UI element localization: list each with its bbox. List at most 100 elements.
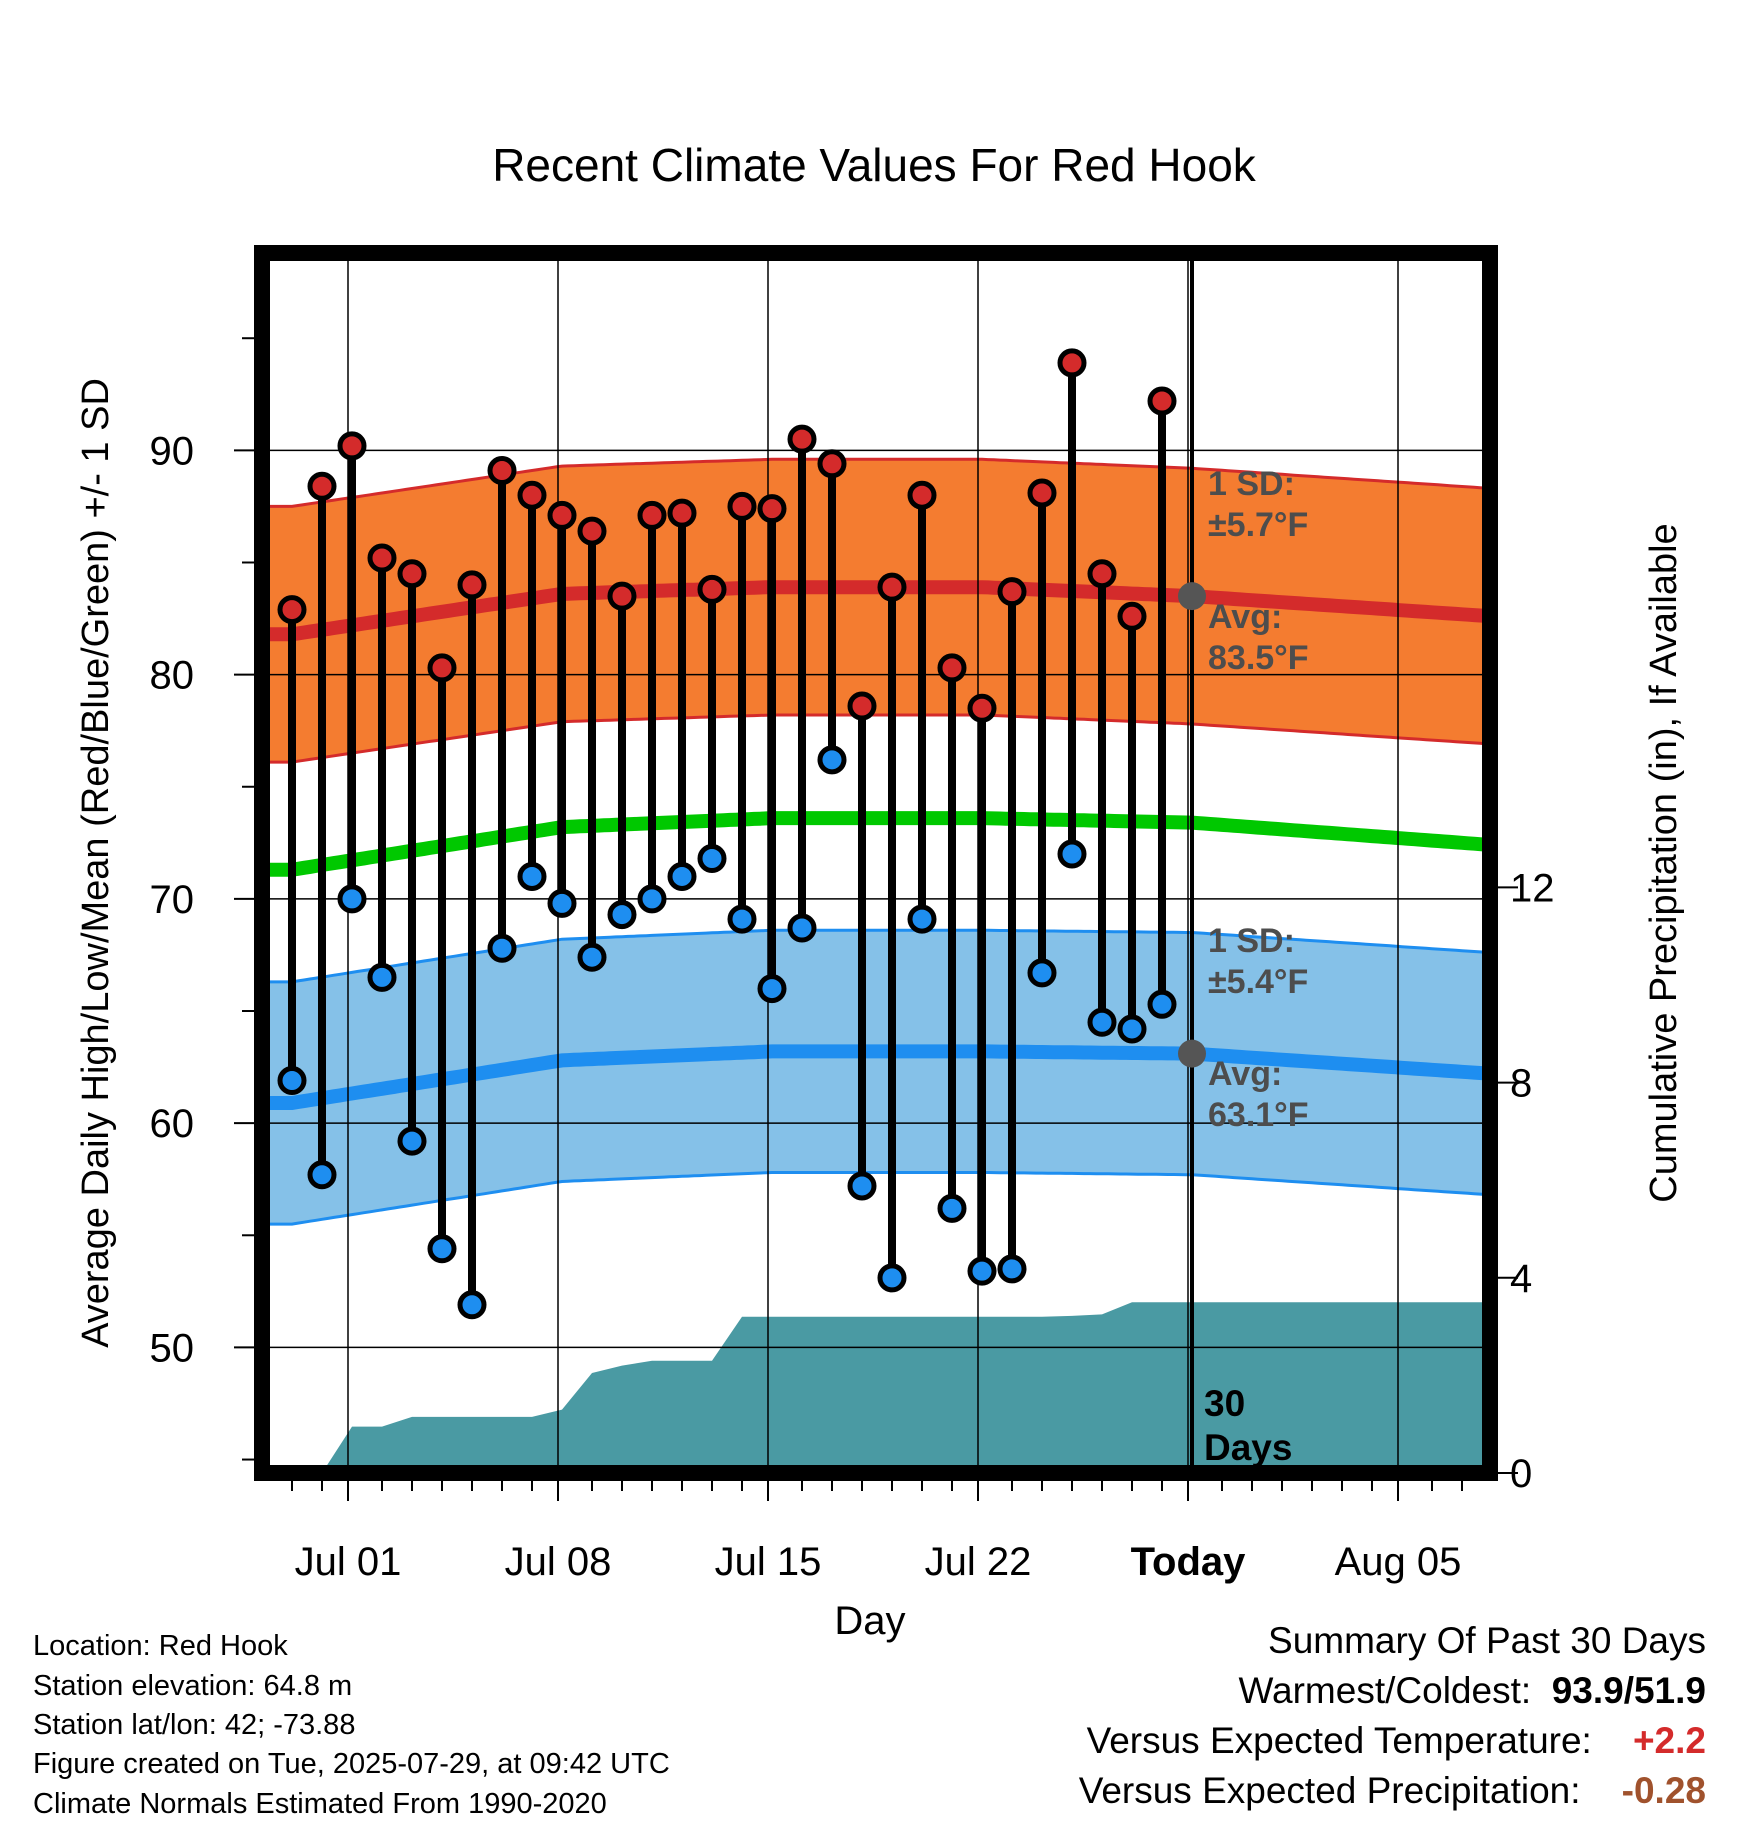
- low-sd-label: 1 SD:: [1208, 922, 1295, 960]
- daily-high-point: [967, 693, 997, 723]
- daily-low-point: [457, 1290, 487, 1320]
- daily-low-point: [817, 745, 847, 775]
- high-avg-value: 83.5°F: [1208, 639, 1309, 677]
- daily-high-point: [787, 424, 817, 454]
- daily-low-point: [427, 1234, 457, 1264]
- temp-label: Versus Expected Temperature:: [1086, 1720, 1592, 1761]
- precipitation-area: [322, 1302, 1490, 1473]
- elevation-text: Station elevation: 64.8 m: [33, 1670, 353, 1702]
- daily-high-point: [697, 574, 727, 604]
- summary-warmest: Warmest/Coldest: 93.9/51.9: [1238, 1670, 1706, 1712]
- normal-mean-line: [262, 811, 1491, 877]
- daily-low-point: [337, 884, 367, 914]
- daily-high-point: [937, 653, 967, 683]
- daily-high-point: [817, 449, 847, 479]
- daily-low-point: [1027, 958, 1057, 988]
- daily-high-point: [727, 491, 757, 521]
- daily-low-point: [547, 888, 577, 918]
- daily-high-point: [487, 456, 517, 486]
- daily-low-point: [1147, 989, 1177, 1019]
- low-sd-value: ±5.4°F: [1208, 963, 1308, 1001]
- created-text: Figure created on Tue, 2025-07-29, at 09…: [33, 1748, 670, 1780]
- daily-high-point: [367, 543, 397, 573]
- daily-low-point: [577, 942, 607, 972]
- daily-high-point: [277, 595, 307, 625]
- high-sd-lower-line: [262, 713, 1491, 764]
- latlon-text: Station lat/lon: 42; -73.88: [33, 1709, 356, 1741]
- x-tick-label: Jul 15: [715, 1540, 822, 1584]
- y-axis-title: Average Daily High/Low/Mean (Red/Blue/Gr…: [75, 378, 117, 1348]
- x-tick-label: Jul 22: [925, 1540, 1032, 1584]
- daily-high-point: [457, 570, 487, 600]
- low-avg-label: Avg:: [1208, 1055, 1282, 1093]
- y2-axis-title: Cumulative Precipitation (in), If Availa…: [1643, 523, 1685, 1202]
- daily-high-point: [667, 498, 697, 528]
- low-sd-lower-line: [262, 1171, 1491, 1226]
- daily-high-point: [427, 653, 457, 683]
- y-tick-label: 90: [150, 429, 195, 473]
- daily-high-point: [757, 494, 787, 524]
- high-sd-value: ±5.7°F: [1208, 506, 1308, 544]
- today-high-marker: [1178, 582, 1206, 611]
- daily-high-point: [637, 500, 667, 530]
- daily-low-point: [397, 1126, 427, 1156]
- high-avg-label: Avg:: [1208, 598, 1282, 636]
- daily-low-point: [697, 844, 727, 874]
- summary-precipitation: Versus Expected Precipitation: -0.28: [1079, 1770, 1706, 1812]
- y2-tick-label: 8: [1510, 1062, 1532, 1106]
- daily-high-point: [1027, 478, 1057, 508]
- daily-high-point: [607, 581, 637, 611]
- daily-low-point: [637, 884, 667, 914]
- daily-low-point: [517, 861, 547, 891]
- y-tick-label: 50: [150, 1326, 195, 1370]
- daily-low-point: [307, 1160, 337, 1190]
- y-tick-label: 60: [150, 1102, 195, 1146]
- x-tick-label: Today: [1131, 1540, 1247, 1584]
- daily-high-point: [337, 431, 367, 461]
- plot-frame: [254, 245, 1498, 1481]
- high-sd-upper-line: [262, 457, 1491, 508]
- daily-low-point: [277, 1066, 307, 1096]
- precip-value: -0.28: [1621, 1770, 1706, 1811]
- y2-tick-label: 0: [1510, 1452, 1532, 1496]
- daily-high-point: [1147, 386, 1177, 416]
- daily-high-point: [1057, 348, 1087, 378]
- high-sd-band: [262, 459, 1490, 763]
- location-text: Location: Red Hook: [33, 1630, 288, 1662]
- daily-low-point: [727, 904, 757, 934]
- daily-low-point: [997, 1254, 1027, 1284]
- precip-label: Versus Expected Precipitation:: [1078, 1770, 1581, 1811]
- daily-low-point: [937, 1193, 967, 1223]
- daily-high-point: [907, 480, 937, 510]
- daily-low-point: [757, 974, 787, 1004]
- x-axis-title: Day: [834, 1599, 905, 1643]
- warmest-value: 93.9/51.9: [1551, 1670, 1706, 1711]
- daily-low-point: [667, 861, 697, 891]
- daily-low-point: [487, 933, 517, 963]
- daily-high-point: [577, 516, 607, 546]
- y2-tick-label: 4: [1510, 1257, 1532, 1301]
- low-sd-band: [262, 930, 1490, 1225]
- high-sd-label: 1 SD:: [1208, 465, 1295, 503]
- daily-low-point: [787, 913, 817, 943]
- low-avg-value: 63.1°F: [1208, 1096, 1309, 1134]
- daily-high-point: [1117, 601, 1147, 631]
- normals-text: Climate Normals Estimated From 1990-2020: [33, 1788, 607, 1820]
- days-count-label: 30: [1204, 1383, 1245, 1424]
- summary-heading: Summary Of Past 30 Days: [1268, 1620, 1706, 1661]
- y-tick-label: 80: [150, 654, 195, 698]
- daily-low-point: [967, 1256, 997, 1286]
- temp-value: +2.2: [1632, 1720, 1706, 1761]
- daily-high-point: [847, 691, 877, 721]
- normal-low-line: [262, 1044, 1491, 1110]
- daily-high-point: [397, 559, 427, 589]
- daily-low-point: [847, 1171, 877, 1201]
- x-tick-label: Jul 01: [295, 1540, 402, 1584]
- daily-low-point: [607, 900, 637, 930]
- y-tick-label: 70: [150, 878, 195, 922]
- x-tick-label: Jul 08: [505, 1540, 612, 1584]
- daily-low-point: [907, 904, 937, 934]
- daily-high-point: [877, 572, 907, 602]
- summary-temperature: Versus Expected Temperature: +2.2: [1087, 1720, 1706, 1762]
